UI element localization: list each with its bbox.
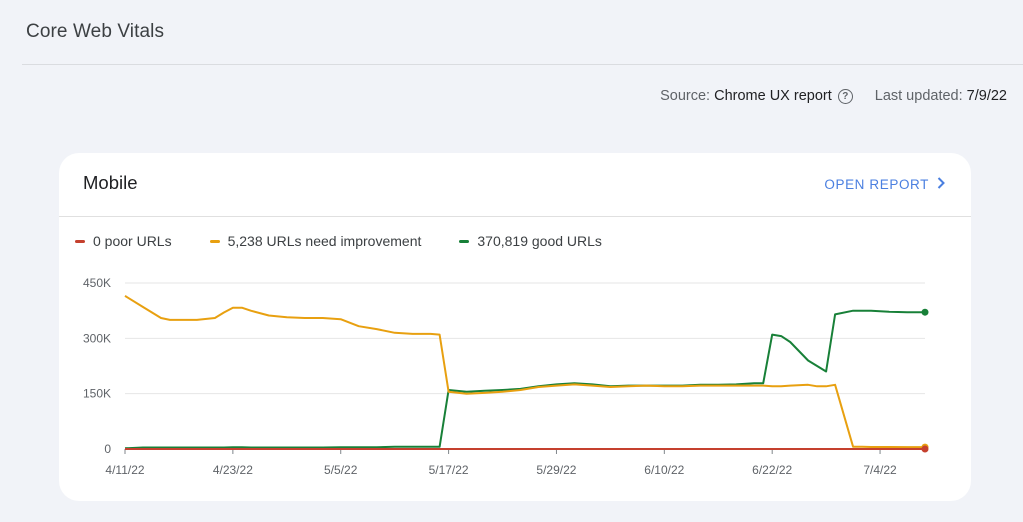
legend-item-poor[interactable]: 0 poor URLs — [75, 233, 172, 249]
x-tick-label: 5/29/22 — [536, 463, 576, 477]
last-updated-label: Last updated: — [874, 88, 963, 104]
series-end-point-poor[interactable] — [921, 445, 929, 453]
page-title: Core Web Vitals — [26, 21, 165, 42]
mobile-card: Mobile OPEN REPORT 0 poor URLs 5,238 URL… — [59, 153, 971, 501]
series-line-needs-improvement[interactable] — [124, 295, 925, 449]
source-info: Source: Chrome UX report ? Last updated:… — [660, 88, 1007, 104]
series-line-good[interactable] — [124, 309, 925, 450]
header-divider — [22, 64, 1023, 65]
last-updated-value: 7/9/22 — [966, 88, 1007, 104]
legend-item-good[interactable]: 370,819 good URLs — [459, 233, 602, 249]
open-report-button[interactable]: OPEN REPORT — [824, 177, 945, 192]
x-tick-label: 5/17/22 — [429, 463, 469, 477]
x-tick-label: 6/10/22 — [644, 463, 684, 477]
y-tick-label: 300K — [83, 331, 111, 345]
legend-label-good: 370,819 good URLs — [477, 233, 602, 249]
chart-legend: 0 poor URLs 5,238 URLs need improvement … — [75, 233, 640, 249]
series-end-point-good[interactable] — [921, 308, 929, 316]
legend-label-poor: 0 poor URLs — [93, 233, 172, 249]
legend-swatch-poor — [75, 239, 85, 243]
source-value: Chrome UX report — [714, 88, 832, 104]
legend-label-needs-improvement: 5,238 URLs need improvement — [227, 233, 422, 249]
legend-swatch-needs-improvement — [209, 239, 220, 243]
x-tick-label: 6/22/22 — [752, 463, 792, 477]
card-divider — [59, 216, 971, 217]
legend-item-needs-improvement[interactable]: 5,238 URLs need improvement — [209, 233, 422, 249]
x-tick-label: 7/4/22 — [863, 463, 897, 477]
help-circle-icon[interactable]: ? — [837, 88, 853, 104]
y-tick-label: 150K — [83, 387, 111, 401]
source-label: Source: — [660, 88, 711, 104]
cwv-line-chart: 450K 300K 150K 0 4/11/22 4/23/22 5/5/22 5/17/22… — [83, 276, 929, 477]
card-title: Mobile — [83, 172, 138, 193]
chevron-right-icon — [937, 177, 945, 192]
x-tick-label: 4/11/22 — [105, 463, 144, 477]
x-tick-label: 4/23/22 — [213, 463, 253, 477]
legend-swatch-good — [459, 239, 470, 243]
y-tick-label: 0 — [104, 442, 111, 456]
page-header: Core Web Vitals — [0, 0, 1023, 64]
x-tick-label: 5/5/22 — [324, 463, 358, 477]
open-report-label: OPEN REPORT — [824, 177, 929, 192]
y-tick-label: 450K — [83, 276, 111, 290]
